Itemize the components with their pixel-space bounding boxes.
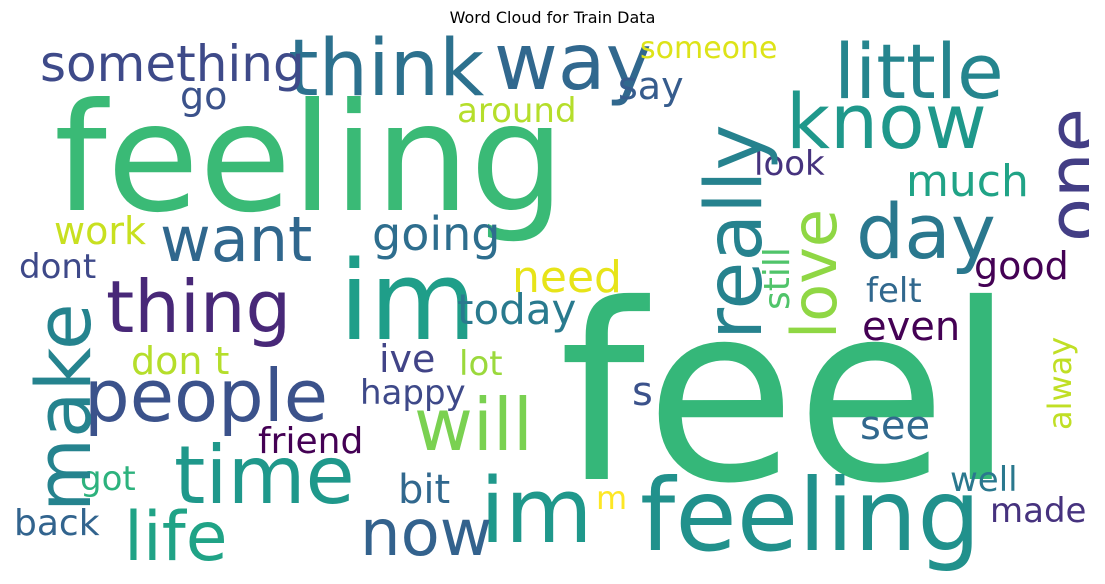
word: don t [131,339,230,383]
word: bit [398,467,451,513]
word: will [414,383,533,467]
word: even [862,304,961,350]
word: time [174,429,355,522]
word: going [372,207,501,261]
word: someone [640,34,778,66]
word-vertical: make [19,303,108,512]
word: want [160,203,313,276]
word: happy [360,373,466,413]
word: little [834,34,1004,116]
word: im [339,237,477,365]
word: m [596,479,628,517]
word: thing [106,265,292,349]
word: today [457,285,577,334]
word: think [288,34,485,114]
word: people [84,354,329,438]
word: now [360,497,493,571]
word: know [786,77,987,166]
word: day [856,187,996,276]
word: lot [459,344,503,384]
word: im [480,459,593,564]
word: go [180,74,228,118]
word: say [618,64,684,108]
word: friend [258,421,364,462]
word: around [457,91,577,131]
word-vertical: alway [1041,336,1079,430]
word: feeling [54,72,566,246]
word: back [14,503,100,544]
word: ive [379,337,436,381]
word-cloud: feel feeling feeling im im way think som… [14,34,1089,574]
word: dont [19,247,97,287]
word: work [54,209,146,253]
word: see [860,403,931,449]
word: need [512,252,622,303]
word: felt [866,271,922,311]
word: feel [559,252,1015,537]
word: good [974,244,1069,288]
word: look [754,144,825,184]
word: made [990,491,1087,531]
word-vertical: one [1032,108,1089,242]
word: s [632,369,653,415]
word: something [40,35,305,93]
word-vertical: still [757,247,798,310]
word: way [494,34,652,108]
word: well [950,460,1018,500]
word: life [124,498,228,574]
word: got [80,459,136,499]
word: much [906,156,1029,207]
word: feeling [640,457,981,574]
chart-title: Word Cloud for Train Data [449,8,656,27]
